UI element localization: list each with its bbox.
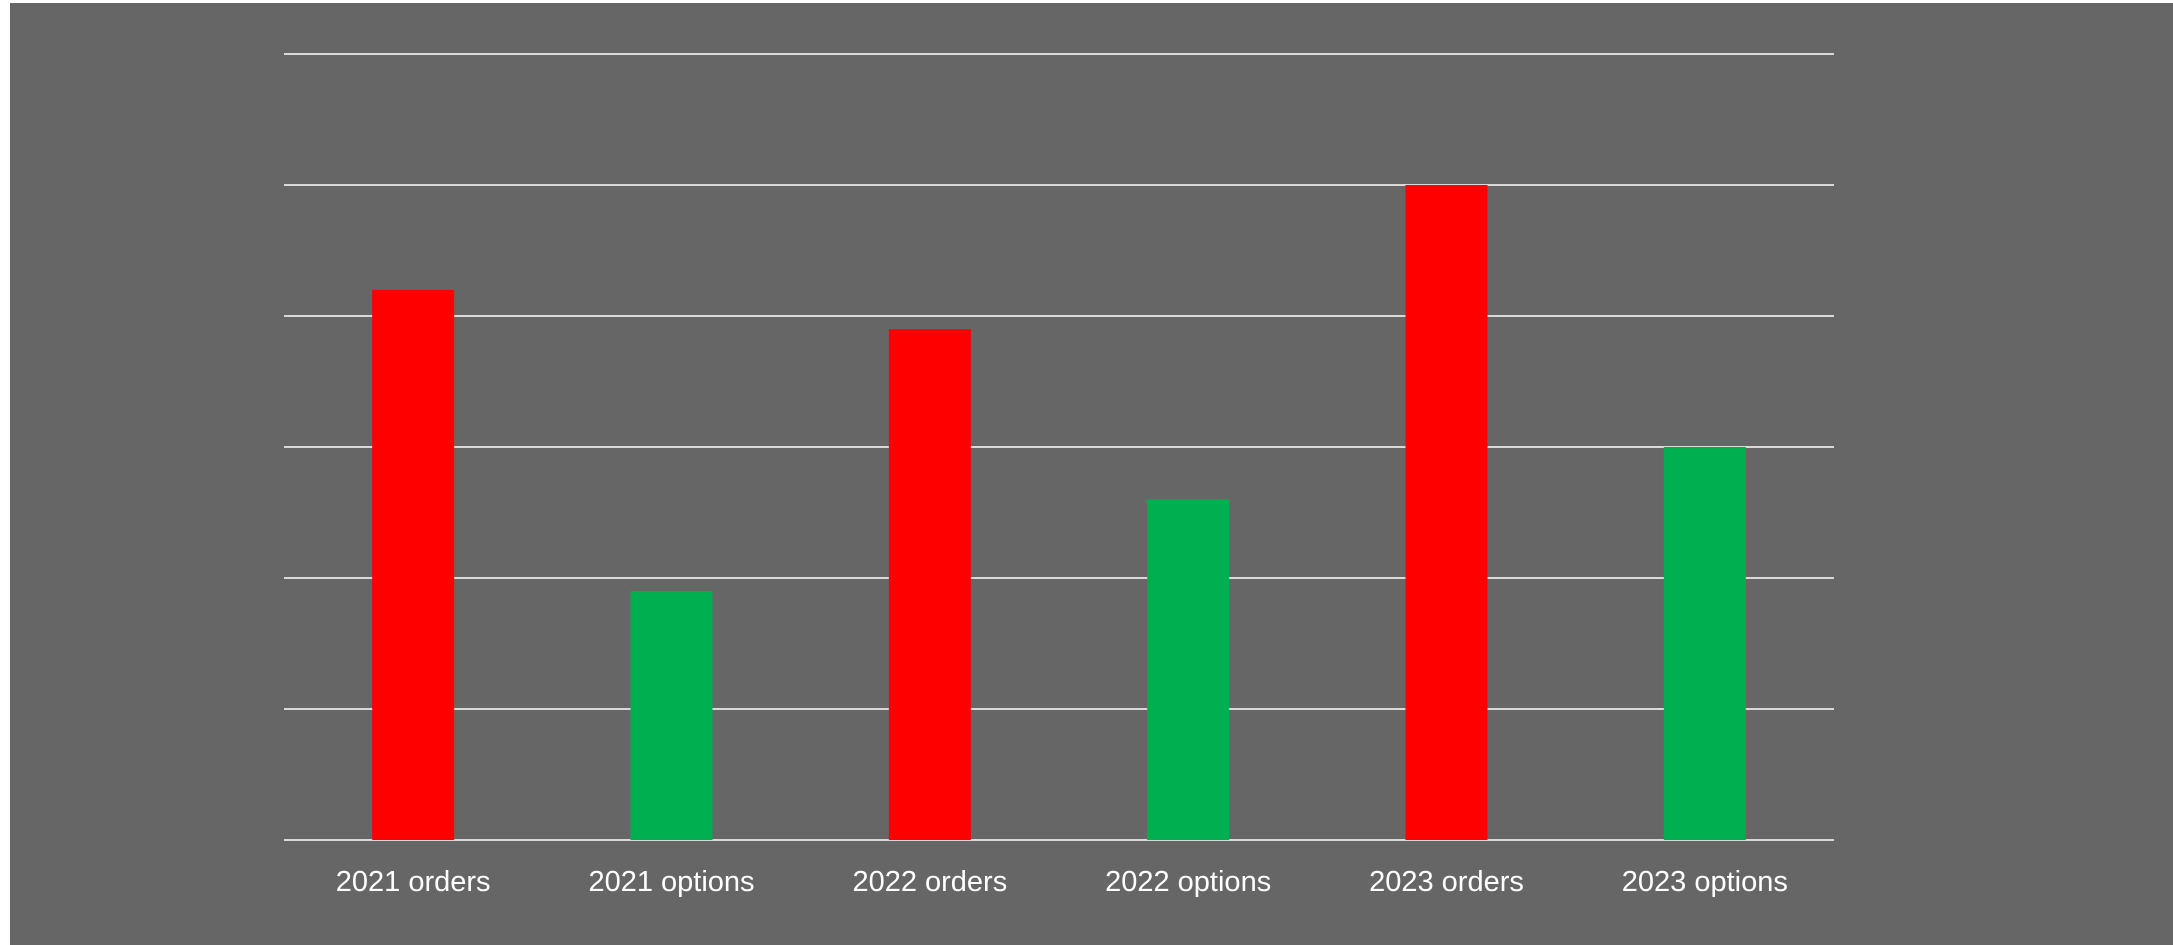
bar-2023-orders [1405, 185, 1488, 840]
bars [372, 185, 1746, 840]
bar-2023-options [1663, 447, 1746, 840]
x-tick-label: 2022 options [1105, 866, 1271, 898]
x-tick-labels: 2021 orders 2021 options 2022 orders 2022 o… [336, 866, 1788, 898]
bar-2022-options [1147, 499, 1230, 840]
bar-2021-orders [372, 289, 455, 840]
chart-background [10, 3, 2173, 945]
x-tick-label: 2021 options [588, 866, 754, 898]
bar-2021-options [630, 591, 713, 840]
x-tick-label: 2023 options [1622, 866, 1788, 898]
x-tick-label: 2022 orders [852, 866, 1007, 898]
gridlines [284, 53, 1834, 841]
bar-2022-orders [888, 329, 971, 840]
x-tick-label: 2023 orders [1369, 866, 1524, 898]
x-tick-label: 2021 orders [336, 866, 491, 898]
